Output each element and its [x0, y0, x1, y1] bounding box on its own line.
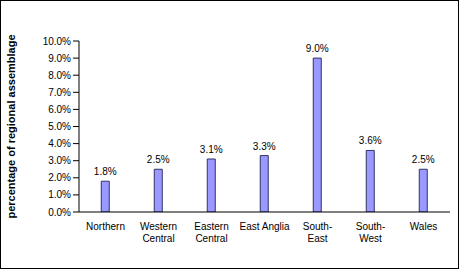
svg-text:9.0%: 9.0% [306, 43, 329, 54]
svg-text:2.5%: 2.5% [147, 154, 170, 165]
svg-text:1.0%: 1.0% [48, 189, 71, 200]
svg-text:Northern: Northern [86, 221, 125, 232]
svg-text:3.1%: 3.1% [200, 144, 223, 155]
svg-text:0.0%: 0.0% [48, 207, 71, 218]
svg-text:4.0%: 4.0% [48, 138, 71, 149]
svg-text:2.5%: 2.5% [412, 154, 435, 165]
svg-text:WesternCentral: WesternCentral [140, 221, 177, 244]
svg-text:3.6%: 3.6% [359, 135, 382, 146]
svg-text:3.3%: 3.3% [253, 141, 276, 152]
svg-text:10.0%: 10.0% [43, 36, 71, 47]
svg-text:South-East: South-East [303, 221, 332, 244]
svg-text:East Anglia: East Anglia [239, 221, 289, 232]
svg-text:percentage of regional assembl: percentage of regional assemblage [8, 34, 17, 218]
svg-text:EasternCentral: EasternCentral [194, 221, 228, 244]
svg-text:3.0%: 3.0% [48, 155, 71, 166]
svg-text:7.0%: 7.0% [48, 87, 71, 98]
svg-text:6.0%: 6.0% [48, 104, 71, 115]
svg-text:1.8%: 1.8% [94, 166, 117, 177]
svg-text:2.0%: 2.0% [48, 172, 71, 183]
svg-text:5.0%: 5.0% [48, 121, 71, 132]
svg-text:Wales: Wales [410, 221, 437, 232]
svg-text:9.0%: 9.0% [48, 53, 71, 64]
svg-text:South-West: South-West [356, 221, 385, 244]
svg-text:8.0%: 8.0% [48, 70, 71, 81]
